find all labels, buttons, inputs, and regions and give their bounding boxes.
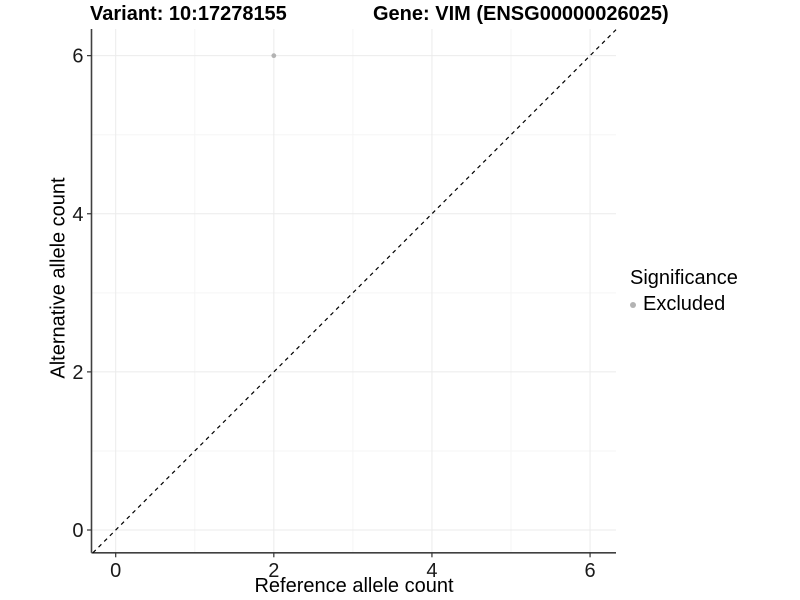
y-tick-label: 2 (72, 362, 83, 384)
plot-title-gene: Gene: VIM (ENSG00000026025) (373, 3, 669, 25)
legend-title: Significance (630, 267, 738, 289)
x-tick-label: 2 (268, 560, 279, 582)
legend-point-icon (630, 301, 636, 308)
x-axis-label: Reference allele count (254, 575, 454, 597)
y-tick-label: 4 (72, 204, 83, 226)
x-tick-label: 4 (426, 560, 437, 582)
y-tick-label: 0 (72, 520, 83, 542)
legend-item-excluded: Excluded (630, 293, 738, 316)
legend: Significance Excluded (630, 267, 738, 316)
identity-dashed-line (92, 29, 617, 554)
data-point (271, 53, 277, 59)
y-tick-label: 6 (72, 46, 83, 68)
plot-title-variant: Variant: 10:17278155 (90, 3, 287, 25)
x-tick-label: 6 (584, 560, 595, 582)
x-tick-label: 0 (110, 560, 121, 582)
y-axis-label: Alternative allele count (47, 177, 70, 379)
legend-item-label: Excluded (643, 293, 726, 315)
